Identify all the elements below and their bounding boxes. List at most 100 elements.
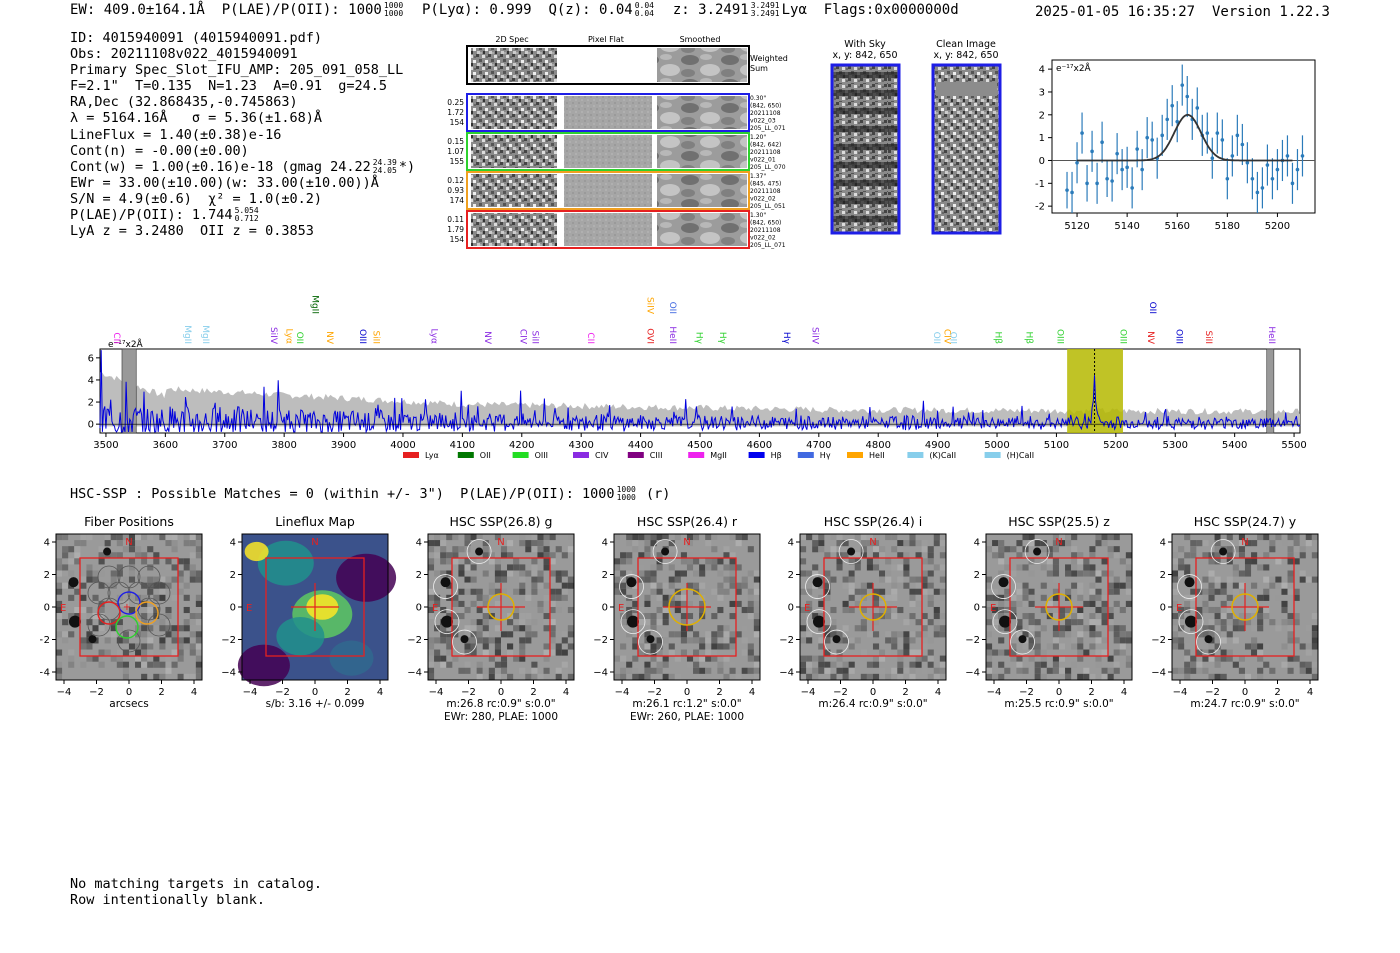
sky-pixel	[800, 655, 807, 662]
sky-pixel	[939, 564, 946, 571]
fiber-smoothed	[657, 96, 747, 129]
sky-pixel	[1190, 588, 1197, 595]
sky-pixel	[1034, 631, 1041, 638]
sky-pixel	[1052, 564, 1059, 571]
sky-pixel	[1028, 613, 1035, 620]
sky-pixel	[860, 546, 867, 553]
sky-pixel	[1202, 600, 1209, 607]
sky-pixel	[68, 655, 75, 662]
sky-pixel	[1071, 570, 1078, 577]
sky-pixel	[897, 582, 904, 589]
sky-pixel	[159, 637, 166, 644]
legend-label: Hγ	[820, 451, 831, 460]
sky-pixel	[74, 558, 81, 565]
emission-line-label: OIII	[1055, 329, 1065, 344]
sky-pixel	[80, 540, 87, 547]
sky-pixel	[500, 600, 508, 607]
legend-label: CIII	[650, 451, 663, 460]
sky-pixel	[1287, 552, 1294, 559]
sky-pixel	[1208, 649, 1215, 656]
sky-pixel	[903, 649, 910, 656]
fit-ytick-label: 0	[1039, 156, 1045, 167]
sky-pixel	[933, 667, 940, 674]
sky-pixel	[56, 564, 63, 571]
sky-pixel	[897, 552, 904, 559]
sky-pixel	[1238, 546, 1245, 553]
sky-pixel	[711, 637, 718, 644]
sky-pixel	[525, 570, 532, 577]
fit-point	[1110, 179, 1114, 183]
sky-pixel	[62, 606, 69, 614]
panel-xtick-label: 2	[530, 687, 536, 698]
sky-pixel	[1293, 588, 1300, 595]
sky-pixel	[626, 631, 633, 638]
sky-pixel	[1040, 625, 1047, 632]
east-marker: E	[1176, 603, 1182, 614]
sky-pixel	[1107, 673, 1114, 680]
sky-pixel	[56, 582, 63, 589]
sky-pixel	[74, 546, 81, 553]
sky-pixel	[470, 649, 477, 656]
sky-pixel	[1275, 558, 1282, 565]
sky-pixel	[62, 582, 69, 589]
fit-point	[1295, 167, 1300, 172]
sky-pixel	[1101, 570, 1108, 577]
sky-pixel	[800, 613, 807, 620]
sky-pixel	[165, 576, 172, 583]
sky-pixel	[141, 655, 148, 662]
legend-swatch	[573, 452, 589, 458]
sky-pixel	[638, 552, 645, 559]
sky-source	[1184, 577, 1195, 588]
sky-pixel	[854, 588, 861, 595]
sky-pixel	[116, 625, 123, 632]
sky-pixel	[735, 600, 742, 607]
spectrum-xtick-label: 3900	[331, 440, 356, 451]
sky-pixel	[434, 570, 441, 577]
sky-pixel	[885, 594, 892, 601]
sky-pixel	[1095, 631, 1102, 638]
fit-point	[1195, 106, 1200, 110]
sky-pixel	[80, 594, 87, 601]
sky-pixel	[62, 552, 69, 559]
sky-pixel	[1034, 643, 1041, 650]
sky-pixel	[183, 637, 190, 644]
sky-pixel	[717, 631, 724, 638]
sky-pixel	[1257, 594, 1264, 601]
sky-pixel	[555, 631, 562, 638]
sky-pixel	[1311, 643, 1318, 650]
sky-pixel	[195, 619, 202, 626]
plae-info-hi: 5.054	[234, 206, 259, 216]
sky-pixel	[452, 546, 459, 553]
sky-pixel	[446, 570, 453, 577]
sky-pixel	[885, 570, 892, 577]
north-marker: N	[1241, 537, 1248, 548]
sky-pixel	[1101, 600, 1108, 607]
legend-swatch	[688, 452, 705, 458]
neighbor-ellipse	[619, 574, 644, 599]
sky-pixel	[735, 540, 742, 547]
sky-pixel	[656, 655, 663, 662]
sky-pixel	[723, 606, 730, 614]
sky-pixel	[866, 558, 873, 565]
sky-pixel	[1010, 546, 1017, 553]
neighbor-ellipse	[824, 629, 849, 655]
sky-pixel	[555, 594, 562, 601]
sky-pixel	[848, 588, 855, 595]
sky-pixel	[1052, 576, 1059, 583]
sky-pixel	[141, 600, 148, 607]
sky-pixel	[705, 631, 712, 638]
sky-pixel	[1263, 613, 1270, 620]
hsc-panel-title: HSC SSP(26.8) g	[450, 514, 553, 529]
sky-pixel	[62, 637, 69, 644]
sky-pixel	[482, 649, 489, 656]
sky-pixel	[1083, 649, 1090, 656]
sky-pixel	[1119, 606, 1126, 614]
sky-pixel	[656, 619, 663, 626]
sky-pixel	[434, 540, 441, 547]
sky-pixel	[482, 546, 489, 553]
sky-pixel	[998, 625, 1005, 632]
sky-pixel	[482, 594, 489, 601]
sky-pixel	[561, 582, 568, 589]
sky-pixel	[116, 619, 123, 626]
